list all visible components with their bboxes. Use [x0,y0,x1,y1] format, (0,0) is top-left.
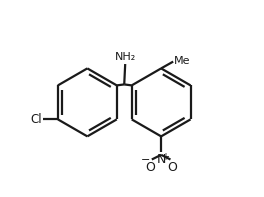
Text: NH₂: NH₂ [115,52,136,62]
Text: Me: Me [174,56,191,66]
Text: −: − [141,155,150,165]
Text: Cl: Cl [30,113,42,126]
Text: N: N [157,153,166,166]
Text: O: O [167,161,177,174]
Text: +: + [161,152,169,162]
Text: O: O [145,161,155,174]
